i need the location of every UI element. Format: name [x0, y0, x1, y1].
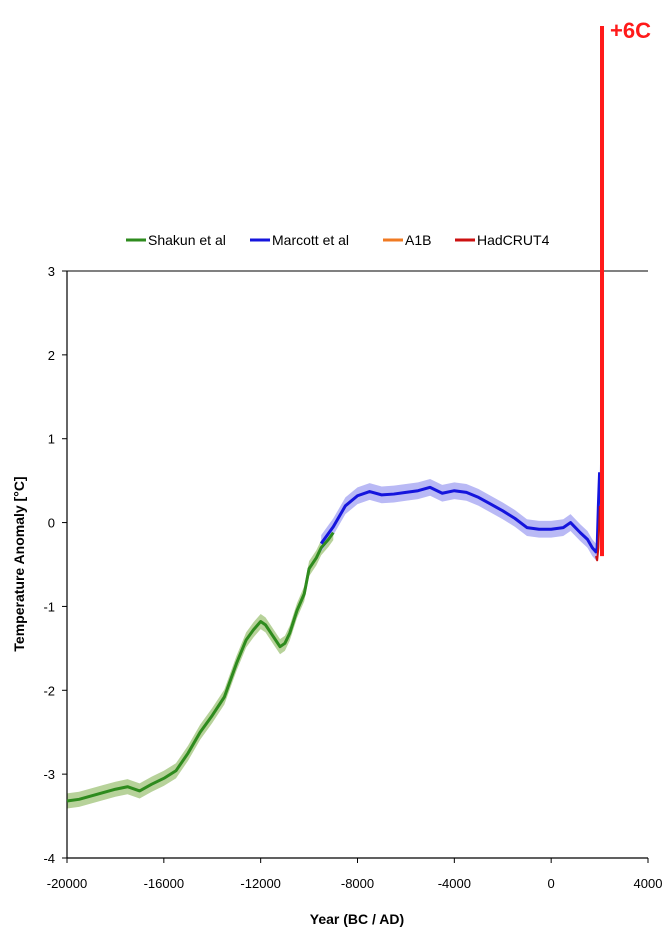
legend-label-3: HadCRUT4: [477, 232, 550, 248]
y-tick-label: 1: [48, 432, 55, 447]
x-tick-label: -8000: [341, 876, 374, 891]
y-tick-label: 0: [48, 516, 55, 531]
y-tick-label: 2: [48, 348, 55, 363]
series-line-3: [594, 505, 601, 562]
legend: Shakun et al Marcott et al A1B HadCRUT4: [126, 232, 550, 248]
x-axis-title: Year (BC / AD): [310, 911, 404, 927]
x-tick-label: -12000: [240, 876, 280, 891]
uncertainty-band-1: [321, 463, 600, 561]
series-line-0: [66, 531, 335, 803]
axes: 3 2 1 0 -1 -2 -3 -4 -20000 -16000 -12000 -8000 -4000…: [43, 264, 662, 891]
series-line-1: [319, 472, 602, 554]
x-tick-label: 0: [548, 876, 555, 891]
x-tick-label: 4000: [634, 876, 663, 891]
y-tick-label: -2: [43, 683, 55, 698]
uncertainty-bands: [67, 463, 600, 809]
y-tick-label: 3: [48, 264, 55, 279]
y-tick-label: -4: [43, 851, 55, 866]
x-tick-label: -16000: [144, 876, 184, 891]
y-axis-title: Temperature Anomaly [°C]: [11, 476, 27, 651]
x-tick-label: -4000: [438, 876, 471, 891]
y-tick-label: -3: [43, 767, 55, 782]
legend-label-2: A1B: [405, 232, 431, 248]
legend-label-1: Marcott et al: [272, 232, 349, 248]
x-tick-label: -20000: [47, 876, 87, 891]
legend-label-0: Shakun et al: [148, 232, 226, 248]
plus-6c-annotation: +6C: [610, 18, 651, 43]
series-lines: [66, 472, 602, 803]
y-tick-label: -1: [43, 599, 55, 614]
uncertainty-band-0: [67, 525, 334, 809]
